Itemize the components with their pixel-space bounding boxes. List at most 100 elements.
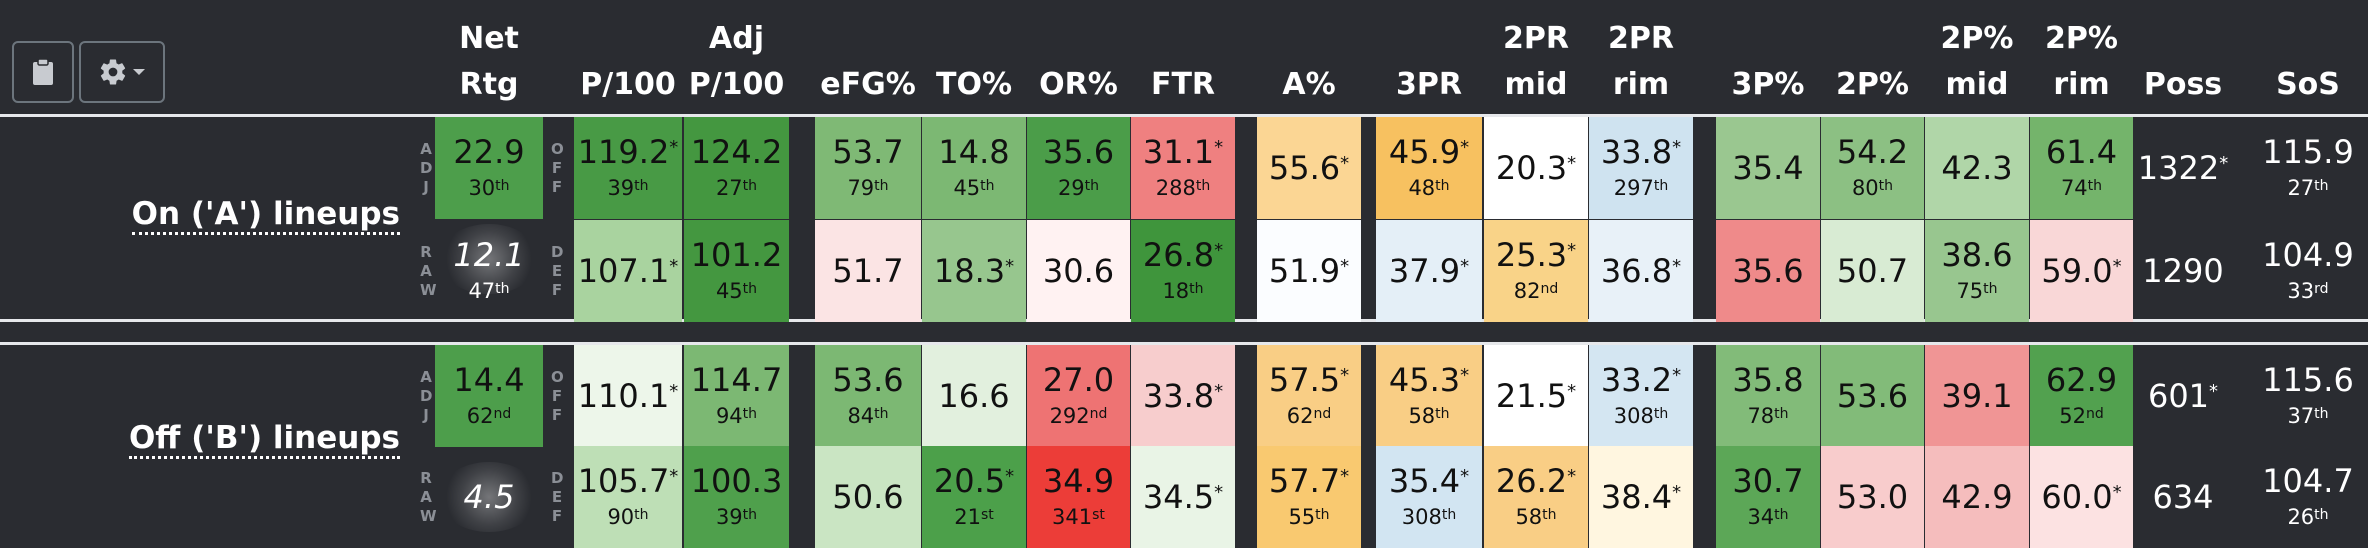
- cell-2prim: 59.0*: [2030, 220, 2133, 322]
- header-2prrim-line2: rim: [1612, 67, 1670, 102]
- header-2prim[interactable]: 2P% rim: [2030, 0, 2133, 114]
- cell-3p: 30.7 34th: [1716, 446, 1820, 548]
- header-separator: [0, 114, 2368, 117]
- header-2prmid[interactable]: 2PR mid: [1484, 0, 1588, 114]
- cell-value: 35.6: [1732, 253, 1803, 289]
- header-sos-line1: [2303, 16, 2313, 62]
- cell-adjp100: 124.2 27th: [684, 117, 789, 219]
- cell-value: 26.2*: [1496, 463, 1576, 499]
- cell-value: 35.4*: [1389, 463, 1469, 499]
- value-text: 35.4: [1732, 149, 1804, 187]
- rank-suffix: th: [980, 178, 995, 194]
- cell-value: 30.7: [1732, 463, 1803, 499]
- cell-poss: 1322*: [2128, 117, 2238, 219]
- cell-value: 54.2: [1837, 134, 1908, 170]
- cell-value: 33.8*: [1143, 378, 1223, 414]
- cell-to: 20.5* 21st: [922, 446, 1026, 548]
- value-text: 55.6: [1268, 149, 1341, 187]
- side-label-text: ADJ: [420, 367, 433, 424]
- rank-suffix: th: [1084, 178, 1100, 194]
- cell-sos: 115.9 27th: [2252, 117, 2364, 219]
- rank-suffix: th: [1435, 178, 1450, 194]
- header-ftr-line1: [1178, 16, 1188, 62]
- rank-suffix: th: [1774, 406, 1789, 422]
- header-to[interactable]: TO%: [922, 0, 1026, 114]
- cell-value: 37.9*: [1389, 253, 1469, 289]
- value-text: 30.7: [1732, 462, 1804, 500]
- header-2pmid[interactable]: 2P% mid: [1925, 0, 2029, 114]
- group-label[interactable]: Off ('B') lineups: [0, 420, 400, 459]
- rank-number: 26: [2287, 505, 2315, 529]
- value-text: 57.5: [1268, 361, 1341, 399]
- cell-value: 110.1*: [578, 378, 679, 414]
- header-efg-line1: [863, 16, 873, 62]
- value-text: 62.9: [2045, 361, 2118, 399]
- header-a[interactable]: A%: [1257, 0, 1361, 114]
- header-efg[interactable]: eFG%: [815, 0, 921, 114]
- header-sos[interactable]: SoS: [2252, 0, 2364, 114]
- header-2pmid-line1: 2P%: [1940, 21, 2014, 56]
- group-separator-bottom: [0, 342, 2368, 345]
- rank-suffix: st: [980, 507, 994, 523]
- significance-asterisk: *: [1460, 137, 1470, 158]
- value-text: 35.8: [1732, 361, 1804, 399]
- header-2pmid-line2: mid: [1945, 67, 2009, 102]
- rank-number: 341: [1052, 505, 1093, 529]
- header-p100-line1: [623, 16, 633, 62]
- significance-asterisk: *: [1567, 153, 1577, 174]
- clipboard-button[interactable]: [12, 41, 74, 103]
- header-or[interactable]: OR%: [1027, 0, 1130, 114]
- value-text: 35.6: [1042, 133, 1115, 171]
- header-poss[interactable]: Poss: [2128, 0, 2238, 114]
- cell-a: 55.6*: [1257, 117, 1361, 219]
- value-text: 38.6: [1941, 236, 2013, 274]
- value-text: 26.8: [1142, 236, 1215, 274]
- rank-suffix: nd: [2085, 406, 2104, 422]
- header-p100[interactable]: P/100: [574, 0, 682, 114]
- header-adjp100[interactable]: Adj P/100: [684, 0, 789, 114]
- cell-rank: 30th: [468, 174, 509, 202]
- significance-asterisk: *: [1214, 381, 1224, 402]
- cell-rank: 55th: [1288, 503, 1329, 531]
- value-text: 20.3: [1495, 149, 1568, 187]
- header-3p[interactable]: 3P%: [1716, 0, 1820, 114]
- cell-value: 18.3*: [934, 253, 1014, 289]
- cell-value: 14.4: [453, 362, 524, 398]
- header-2p[interactable]: 2P%: [1821, 0, 1924, 114]
- raw-value-glow: [439, 224, 539, 294]
- settings-dropdown-button[interactable]: [79, 41, 165, 103]
- rank-suffix: th: [2314, 178, 2329, 194]
- rank-suffix: th: [742, 507, 758, 523]
- cell-a: 57.7* 55th: [1257, 446, 1361, 548]
- value-text: 35.6: [1732, 252, 1804, 290]
- header-netrtg[interactable]: Net Rtg: [435, 0, 543, 114]
- cell-rank: 94th: [716, 402, 757, 430]
- cell-value: 4.5: [464, 479, 515, 515]
- header-2prrim[interactable]: 2PR rim: [1589, 0, 1693, 114]
- side-label-text: RAW: [420, 468, 437, 525]
- cell-3pr: 45.3* 58th: [1376, 345, 1482, 447]
- cell-2prrim: 36.8*: [1589, 220, 1693, 322]
- rank-number: 55: [1288, 505, 1316, 529]
- side-label-text: ADJ: [420, 139, 433, 196]
- cell-sos: 104.7 26th: [2252, 446, 2364, 548]
- rank-suffix: th: [1653, 178, 1669, 194]
- significance-asterisk: *: [669, 256, 679, 277]
- group-label[interactable]: On ('A') lineups: [0, 196, 400, 235]
- group-label-text: On ('A') lineups: [131, 196, 400, 235]
- header-ftr-line2: FTR: [1150, 67, 1216, 102]
- value-text: 104.7: [2262, 462, 2354, 500]
- rank-suffix: nd: [1540, 281, 1559, 297]
- header-3pr[interactable]: 3PR: [1376, 0, 1482, 114]
- rank-number: 62: [466, 404, 494, 428]
- rank-number: 58: [1515, 505, 1543, 529]
- rank-number: 297: [1613, 176, 1654, 200]
- header-or-line2: OR%: [1039, 67, 1118, 102]
- cell-to: 14.8 45th: [922, 117, 1026, 219]
- cell-rank: 52nd: [2059, 402, 2104, 430]
- rank-number: 18: [1162, 279, 1190, 303]
- header-ftr[interactable]: FTR: [1131, 0, 1235, 114]
- cell-p100: 107.1*: [574, 220, 682, 322]
- cell-to: 16.6: [922, 345, 1026, 447]
- side-label-def: DEF: [545, 446, 569, 548]
